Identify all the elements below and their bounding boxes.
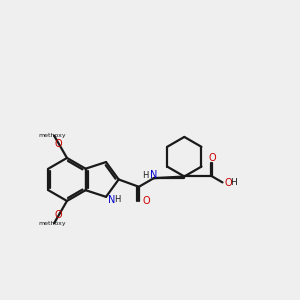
Text: H: H: [230, 178, 237, 188]
Text: H: H: [142, 171, 149, 180]
Text: O: O: [208, 153, 216, 164]
Text: N: N: [150, 170, 158, 180]
Text: O: O: [225, 178, 232, 188]
Text: methoxy: methoxy: [38, 133, 65, 138]
Text: O: O: [55, 209, 62, 220]
Text: N: N: [108, 195, 116, 205]
Text: O: O: [143, 196, 151, 206]
Text: O: O: [55, 140, 62, 149]
Text: methoxy: methoxy: [38, 221, 65, 226]
Text: H: H: [114, 195, 121, 204]
